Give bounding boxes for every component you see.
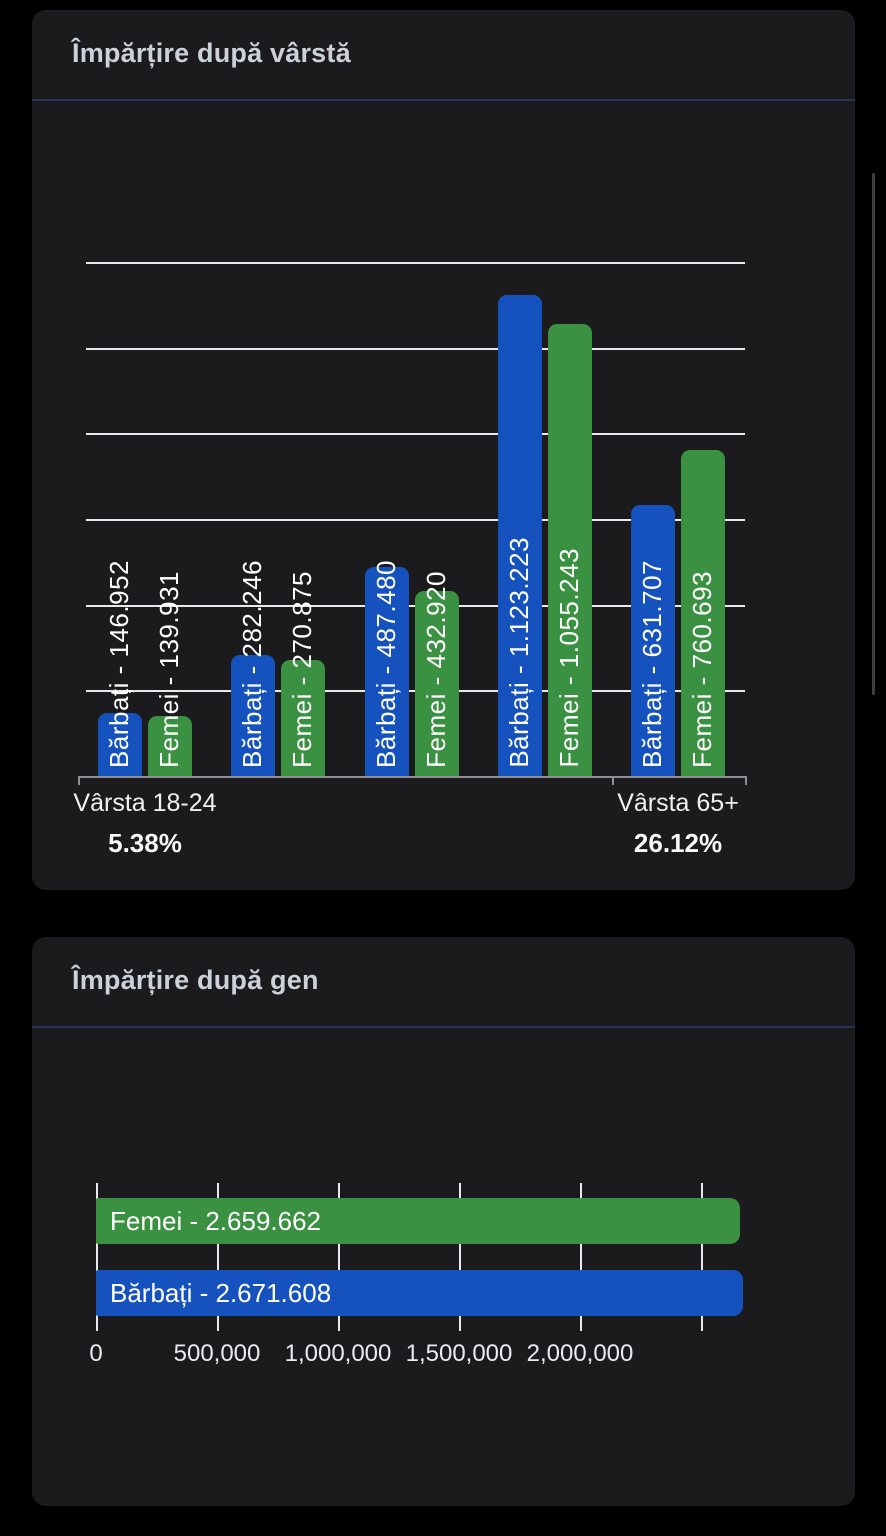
bar-label-femei-group1: Femei - 270.875 (287, 571, 318, 768)
bar-label-bărbați-group4: Bărbați - 631.707 (637, 560, 668, 768)
bar-femei-group0[interactable] (147, 716, 192, 776)
age-axis-label-right: Vârsta 65+ (617, 789, 739, 817)
x-axis-line (78, 776, 745, 778)
bar-femei-group1[interactable] (281, 659, 326, 776)
bar-femei-group3[interactable] (547, 324, 592, 776)
bar-label-bărbați-group3: Bărbați - 1.123.223 (503, 537, 534, 768)
x-gridline (217, 1183, 219, 1331)
x-gridline (338, 1183, 340, 1331)
age-card-divider (32, 99, 855, 101)
x-gridline (459, 1183, 461, 1331)
bar-label-bărbați-group2: Bărbați - 487.480 (370, 560, 401, 768)
age-axis-percent-right: 26.12% (633, 828, 723, 858)
x-gridline (580, 1183, 582, 1331)
x-gridline (701, 1183, 703, 1331)
y-gridline (86, 519, 745, 521)
bar-femei-group2[interactable] (414, 590, 459, 776)
bar-label-femei-group4: Femei - 760.693 (687, 571, 718, 768)
bar-bărbați-group4[interactable] (631, 505, 676, 776)
x-axis-tick (78, 776, 80, 785)
bar-bărbați-group3[interactable] (497, 294, 542, 776)
bar-femei[interactable]: Femei - 2.659.662 (96, 1198, 740, 1244)
age-axis-percent-left: 5.38% (108, 828, 182, 858)
x-tick-label: 1,500,000 (405, 1340, 513, 1367)
x-axis-tick (611, 776, 614, 785)
gender-chart: Femei - 2.659.662 Bărbați - 2.671.608 0 500… (32, 937, 855, 1506)
scrollbar-thumb[interactable] (872, 173, 875, 695)
gender-distribution-card: Împărțire după gen Femei - 2.659.662 Bărb… (32, 937, 855, 1506)
bar-bărbați[interactable]: Bărbați - 2.671.608 (96, 1270, 743, 1316)
bar-bărbați-group0[interactable] (97, 713, 142, 776)
age-axis-group-right: Vârsta 65+ 26.12% (568, 789, 788, 859)
y-gridline (86, 347, 745, 350)
y-gridline (86, 262, 745, 264)
bar-label-femei-group0: Femei - 139.931 (153, 571, 184, 768)
bar-femei-group4[interactable] (681, 450, 726, 776)
age-card-title: Împărțire după vârstă (72, 38, 351, 68)
bar-label-femei-group3: Femei - 1.055.243 (553, 548, 584, 768)
x-tick-label: 0 (89, 1340, 103, 1367)
gender-card-title: Împărțire după gen (72, 965, 319, 995)
x-tick-label: 1,000,000 (284, 1340, 392, 1367)
x-axis-tick (745, 776, 747, 785)
bar-label-bărbați-group0: Bărbați - 146.952 (103, 560, 134, 768)
bar-bărbați-group1[interactable] (231, 655, 276, 776)
age-axis-group-left: Vârsta 18-24 5.38% (35, 789, 255, 859)
age-distribution-card: Împărțire după vârstă Bărbați - 146.952 B… (32, 10, 855, 890)
age-axis-label-left: Vârsta 18-24 (73, 789, 217, 817)
x-tick-label: 500,000 (173, 1340, 261, 1367)
gender-card-divider (32, 1026, 855, 1028)
y-gridline (86, 433, 745, 436)
x-tick-label: 2,000,000 (526, 1340, 634, 1367)
bar-label-bărbați-group1: Bărbați - 282.246 (237, 560, 268, 768)
age-chart: Bărbați - 146.952 Bărbați - 282.246 Bărbaț… (32, 10, 855, 890)
x-gridline (96, 1183, 98, 1331)
bar-bărbați-group2[interactable] (364, 567, 409, 776)
bar-label-femei-group2: Femei - 432.920 (420, 571, 451, 768)
